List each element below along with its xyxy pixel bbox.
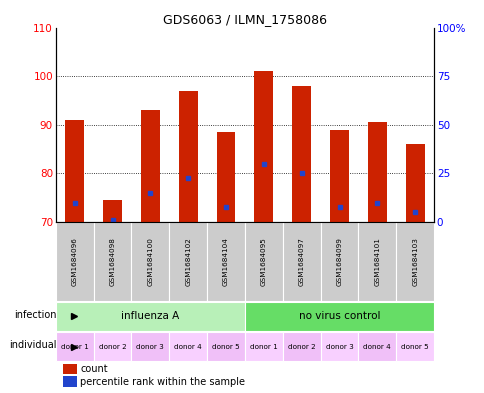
Text: donor 5: donor 5 <box>212 343 240 349</box>
Bar <box>254 71 273 222</box>
Text: GSM1684099: GSM1684099 <box>336 237 342 286</box>
Text: GSM1684102: GSM1684102 <box>185 237 191 286</box>
Text: individual: individual <box>9 340 57 350</box>
Text: no virus control: no virus control <box>298 311 379 321</box>
Bar <box>244 222 282 301</box>
Bar <box>367 122 386 222</box>
Bar <box>131 332 169 361</box>
Text: donor 2: donor 2 <box>98 343 126 349</box>
Text: GSM1684095: GSM1684095 <box>260 237 266 286</box>
Bar <box>56 301 244 331</box>
Text: GSM1684101: GSM1684101 <box>374 237 379 286</box>
Text: donor 4: donor 4 <box>174 343 202 349</box>
Text: donor 1: donor 1 <box>60 343 89 349</box>
Bar <box>395 332 433 361</box>
Bar <box>282 222 320 301</box>
Bar <box>93 222 131 301</box>
Text: GSM1684097: GSM1684097 <box>298 237 304 286</box>
Text: GSM1684103: GSM1684103 <box>411 237 417 286</box>
Bar <box>320 332 358 361</box>
Bar <box>358 332 395 361</box>
Text: GSM1684096: GSM1684096 <box>72 237 77 286</box>
Bar <box>131 222 169 301</box>
Bar <box>291 86 311 222</box>
Bar <box>244 332 282 361</box>
Bar <box>140 110 159 222</box>
Bar <box>56 222 93 301</box>
Bar <box>244 301 433 331</box>
Bar <box>63 376 76 387</box>
Bar <box>216 132 235 222</box>
Bar <box>405 144 424 222</box>
Text: donor 3: donor 3 <box>136 343 164 349</box>
Bar <box>178 91 197 222</box>
Bar <box>103 200 122 222</box>
Text: donor 1: donor 1 <box>249 343 277 349</box>
Bar <box>169 332 207 361</box>
Bar <box>358 222 395 301</box>
Text: donor 4: donor 4 <box>363 343 391 349</box>
Bar <box>65 120 84 222</box>
Bar <box>56 332 93 361</box>
Text: GSM1684104: GSM1684104 <box>223 237 228 286</box>
Text: count: count <box>80 364 108 374</box>
Text: GSM1684098: GSM1684098 <box>109 237 115 286</box>
Text: GSM1684100: GSM1684100 <box>147 237 153 286</box>
Text: donor 2: donor 2 <box>287 343 315 349</box>
Text: donor 3: donor 3 <box>325 343 353 349</box>
Text: influenza A: influenza A <box>121 311 179 321</box>
Bar <box>282 332 320 361</box>
Bar <box>207 222 244 301</box>
Bar <box>207 332 244 361</box>
Text: donor 5: donor 5 <box>400 343 428 349</box>
Bar <box>320 222 358 301</box>
Bar <box>395 222 433 301</box>
Text: infection: infection <box>14 310 57 320</box>
Title: GDS6063 / ILMN_1758086: GDS6063 / ILMN_1758086 <box>163 13 326 26</box>
Bar <box>63 364 76 374</box>
Bar <box>93 332 131 361</box>
Text: percentile rank within the sample: percentile rank within the sample <box>80 376 245 387</box>
Bar <box>169 222 207 301</box>
Bar <box>330 130 348 222</box>
